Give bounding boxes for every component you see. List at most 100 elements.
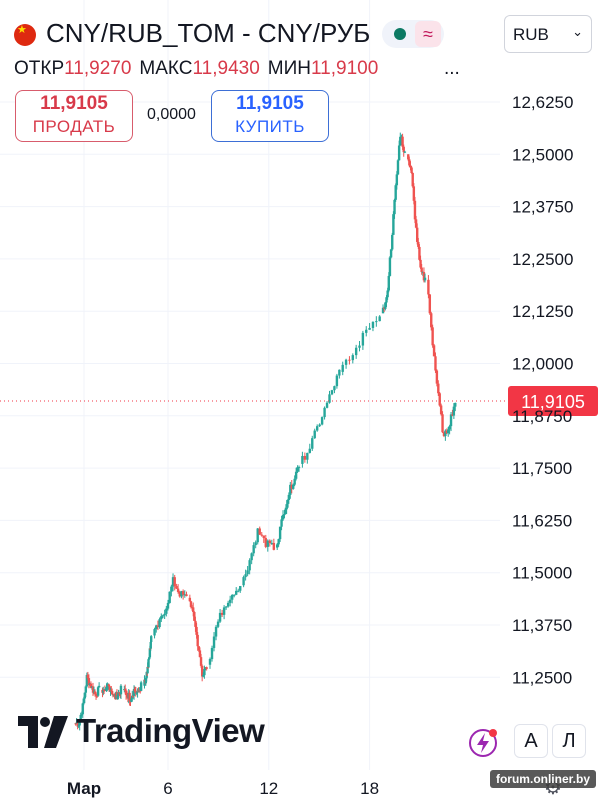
candle-body [171, 577, 175, 587]
candle-body [196, 634, 199, 647]
candle-body [76, 722, 79, 727]
y-tick-label: 12,0000 [512, 355, 573, 374]
candle-body [104, 688, 107, 691]
candle-body [205, 667, 208, 669]
candle-body [119, 685, 123, 695]
candle-body [351, 355, 354, 361]
auto-scale-button[interactable]: А [514, 724, 548, 758]
candle-body [416, 227, 419, 242]
candle-body [87, 678, 91, 686]
currency-select[interactable]: RUB ⌄ [504, 15, 592, 53]
candle-body [423, 277, 427, 281]
candle-body [277, 539, 280, 545]
candle-body [420, 267, 423, 273]
candle-body [244, 574, 247, 578]
candle-body [318, 424, 321, 427]
x-axis: Мар 6 12 18 [67, 779, 379, 798]
current-price-label: 11,9105 [521, 392, 585, 412]
buy-button[interactable]: 11,9105 КУПИТЬ [211, 90, 329, 142]
candle-body [280, 519, 283, 527]
candle-body [386, 290, 389, 298]
candle-body [218, 612, 222, 622]
candle-body [328, 394, 331, 403]
candle-body [276, 544, 279, 548]
candle-body [395, 174, 399, 186]
candle-body [198, 650, 202, 658]
candle-body [107, 684, 111, 687]
candle-body [387, 275, 390, 291]
candle-body [77, 725, 80, 727]
candle-body [278, 526, 282, 540]
candle-body [93, 691, 97, 695]
candle-body [135, 692, 138, 694]
candle-body [303, 455, 307, 460]
symbol-title[interactable]: CNY/RUB_TOM - CNY/РУБ [46, 18, 371, 48]
lightning-icon[interactable] [466, 726, 500, 760]
candle-body [130, 698, 133, 702]
candle-body [124, 690, 128, 695]
candle-body [407, 154, 410, 160]
candle-body [411, 173, 414, 187]
candle-body [248, 560, 251, 571]
candle-body [161, 615, 165, 617]
candle-body [131, 695, 134, 699]
candle-body [156, 625, 160, 628]
log-scale-button[interactable]: Л [552, 724, 586, 758]
candle-body [435, 370, 439, 384]
candle-body [368, 327, 371, 330]
candle-body [153, 629, 156, 636]
candle-body [447, 429, 450, 434]
y-tick-label: 11,2500 [512, 668, 572, 687]
buy-label: КУПИТЬ [235, 117, 305, 136]
spread-value: 0,0000 [147, 106, 196, 123]
candle-body [320, 417, 324, 425]
candle-body [155, 625, 158, 630]
candle-body [214, 626, 218, 637]
y-tick-label: 12,6250 [512, 93, 573, 112]
y-tick-label: 11,5000 [512, 564, 572, 583]
candle-body [454, 402, 457, 407]
candle-body [252, 545, 255, 554]
candle-body [185, 594, 188, 597]
candle-body [181, 591, 185, 595]
candle-body [283, 514, 286, 516]
candle-body [361, 332, 365, 346]
candle-body [284, 507, 288, 515]
candle-body [439, 405, 443, 415]
candle-body [175, 586, 178, 589]
open-label: ОТКР [14, 58, 65, 79]
candle-body [294, 471, 298, 479]
candle-body [188, 597, 192, 602]
candle-body [272, 542, 276, 550]
candle-body [287, 494, 291, 501]
candle-body [242, 577, 245, 586]
open-value: 11,9270 [64, 58, 132, 79]
y-tick-label: 11,8750 [512, 407, 572, 426]
candle-body [419, 259, 422, 268]
candle-body [333, 386, 336, 391]
candle-body [116, 695, 119, 700]
logo-text: TradingView [76, 712, 265, 749]
candle-body [417, 241, 420, 247]
candle-body [384, 302, 387, 309]
y-axis: 11,2500 11,3750 11,5000 11,6250 11,7500 11,87… [512, 93, 573, 687]
candle-body [176, 588, 180, 592]
candle-body [158, 619, 161, 628]
market-status-pill[interactable]: ≈ [382, 20, 444, 48]
candle-body [402, 146, 405, 153]
candle-body [197, 646, 200, 651]
more-values-button[interactable]: ... [444, 58, 460, 79]
candle-body [91, 686, 95, 693]
sell-button[interactable]: 11,9105 ПРОДАТЬ [15, 90, 133, 142]
candle-body [144, 678, 148, 684]
candle-body [139, 690, 142, 692]
candle-body [230, 595, 234, 600]
candle-body [139, 682, 143, 691]
candle-body [146, 666, 149, 674]
candle-body [438, 393, 441, 406]
candle-body [344, 359, 348, 365]
candle-body [262, 535, 265, 539]
y-tick-label: 12,1250 [512, 302, 573, 321]
candle-body [394, 185, 397, 200]
